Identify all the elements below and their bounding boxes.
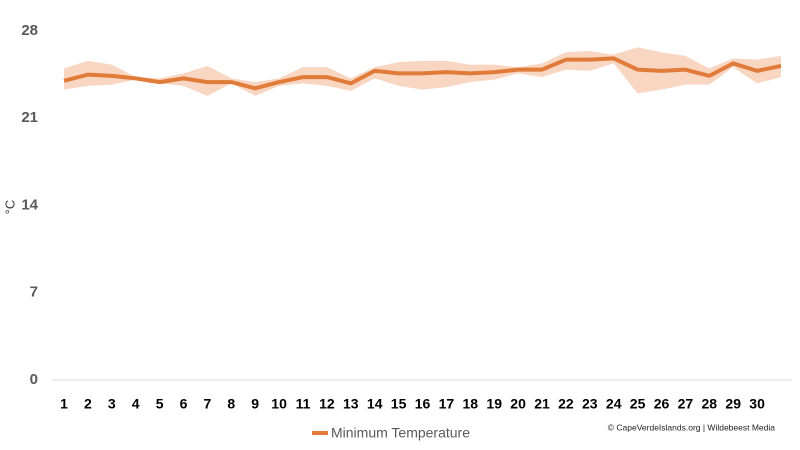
x-tick-label: 9 [251, 396, 259, 412]
x-tick-label: 24 [606, 396, 622, 412]
x-tick-label: 12 [319, 396, 335, 412]
x-tick-label: 7 [204, 396, 212, 412]
x-tick-label: 29 [725, 396, 741, 412]
x-tick-label: 15 [391, 396, 407, 412]
y-tick-label: 28 [21, 22, 38, 39]
series-line [63, 56, 782, 91]
x-tick-label: 11 [296, 396, 311, 412]
x-tick-label: 17 [439, 396, 455, 412]
x-tick-label: 10 [271, 396, 287, 412]
x-tick-label: 13 [343, 396, 359, 412]
x-tick-label: 6 [180, 396, 188, 412]
x-tick-label: 21 [534, 396, 550, 412]
x-tick-label: 2 [84, 396, 92, 412]
x-tick-label: 19 [486, 396, 502, 412]
x-tick-label: 14 [367, 396, 383, 412]
x-tick-label: 4 [132, 396, 140, 412]
y-tick-label: 14 [21, 196, 38, 213]
legend-label: Minimum Temperature [331, 425, 470, 441]
x-tick-label: 8 [227, 396, 235, 412]
x-tick-label: 16 [415, 396, 431, 412]
y-tick-label: 0 [30, 371, 38, 388]
x-tick-label: 28 [702, 396, 718, 412]
x-tick-label: 23 [582, 396, 598, 412]
x-tick-label: 27 [678, 396, 694, 412]
x-tick-label: 22 [558, 396, 574, 412]
x-tick-label: 1 [60, 396, 68, 412]
y-axis-label: °C [2, 200, 17, 215]
x-tick-label: 3 [108, 396, 116, 412]
y-tick-label: 7 [30, 284, 38, 301]
x-tick-label: 30 [749, 396, 765, 412]
x-tick-label: 20 [510, 396, 526, 412]
x-tick-label: 26 [654, 396, 670, 412]
x-tick-label: 18 [463, 396, 479, 412]
y-tick-label: 21 [21, 109, 38, 126]
x-tick-label: 5 [156, 396, 164, 412]
credit: © CapeVerdeIslands.org | Wildebeest Medi… [608, 422, 776, 432]
x-tick-label: 25 [630, 396, 646, 412]
